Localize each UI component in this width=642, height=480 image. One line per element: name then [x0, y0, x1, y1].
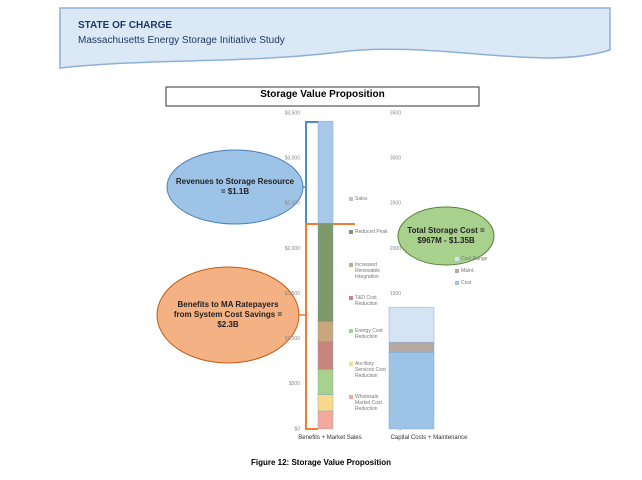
- y-tick-label: $2,500: [285, 201, 301, 207]
- legend-label: Cost Range: [461, 256, 488, 262]
- x-tick-label: Capital Costs + Maintenance: [390, 435, 468, 441]
- legend-label: Cost: [461, 280, 472, 286]
- bar-segment: [317, 321, 334, 342]
- legend-swatch: [349, 296, 353, 300]
- benefit-ellipse: [156, 266, 300, 364]
- legend-swatch: [455, 281, 459, 285]
- bar-segment: [317, 341, 334, 370]
- revenue-ellipse: [166, 149, 304, 225]
- y-tick-label: $1,500: [285, 291, 301, 297]
- y-tick-label: $1,000: [285, 336, 301, 342]
- legend-label: Wholesale Market Cost Reduction: [355, 394, 382, 412]
- legend-swatch: [349, 263, 353, 267]
- legend-label: Energy Cost Reduction: [355, 328, 383, 340]
- y-tick-label: 3000: [390, 155, 401, 161]
- legend-swatch: [349, 329, 353, 333]
- legend-swatch: [349, 197, 353, 201]
- title-box: [165, 86, 480, 107]
- legend-swatch: [349, 395, 353, 399]
- legend-swatch: [349, 362, 353, 366]
- bar-segment: [317, 369, 334, 395]
- legend-label: T&D Cost Reduction: [355, 295, 378, 307]
- cost-ellipse: [397, 206, 495, 266]
- legend-swatch: [455, 257, 459, 261]
- y-tick-label: $500: [289, 381, 300, 387]
- legend-label: Sales: [355, 196, 368, 202]
- y-tick-label: $2,000: [285, 246, 301, 252]
- figure-title: Storage Value Proposition: [260, 89, 385, 100]
- y-tick-label: 1500: [390, 291, 401, 297]
- y-tick-label: 2000: [390, 246, 401, 252]
- bar-segment: [317, 222, 334, 322]
- y-tick-label: $0: [294, 426, 300, 432]
- annotation: Total Storage Cost = $967M - $1.35B: [407, 226, 485, 245]
- header-banner: [59, 7, 611, 69]
- bar-segment: [388, 352, 435, 430]
- bar-segment: [317, 410, 334, 430]
- legend-label: Increased Renewable Integration: [355, 262, 381, 280]
- x-tick-label: Benefits + Market Sales: [298, 435, 362, 441]
- y-tick-label: 3500: [390, 110, 401, 116]
- bar-segment: [317, 120, 334, 224]
- figure-caption: Figure 12: Storage Value Proposition: [250, 458, 392, 467]
- bar-segment: [388, 342, 435, 353]
- annotation: Benefits to MA Ratepayers from System Co…: [173, 300, 283, 329]
- bar-segment: [388, 306, 435, 343]
- y-tick-label: $3,000: [285, 155, 301, 161]
- legend-label: Reduced Peak: [355, 229, 388, 235]
- revenue-bracket: [305, 121, 318, 225]
- y-tick-label: 0: [398, 426, 401, 432]
- header-subtitle: Massachusetts Energy Storage Initiative …: [78, 35, 285, 46]
- y-tick-label: $3,500: [285, 110, 301, 116]
- annotation: Revenues to Storage Resource = $1.1B: [175, 177, 295, 196]
- legend-label: Ancillary Services Cost Reduction: [355, 361, 386, 379]
- header-title: STATE OF CHARGE: [78, 20, 173, 31]
- legend-swatch: [455, 269, 459, 273]
- bar-segment: [317, 394, 334, 412]
- legend-swatch: [349, 230, 353, 234]
- y-tick-label: 2500: [390, 201, 401, 207]
- legend-label: Maint.: [461, 268, 475, 274]
